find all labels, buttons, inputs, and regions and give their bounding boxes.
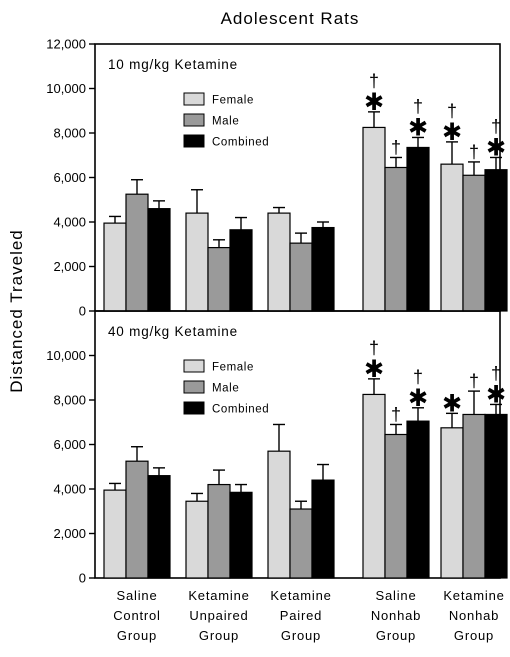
bar — [147, 208, 171, 312]
panel-label: 40 mg/kg Ketamine — [108, 324, 238, 339]
bar — [311, 479, 335, 579]
bar — [207, 483, 231, 579]
significance-dagger: † — [469, 142, 479, 162]
bar — [406, 420, 430, 579]
y-tick-label: 8,000 — [53, 126, 86, 141]
significance-dagger: † — [413, 96, 423, 116]
bar — [229, 491, 253, 579]
legend-label: Combined — [212, 137, 269, 149]
legend-swatch — [183, 401, 205, 415]
panel-label: 10 mg/kg Ketamine — [108, 57, 238, 72]
bar — [185, 500, 209, 579]
legend-label: Combined — [212, 404, 269, 416]
bar — [289, 508, 313, 579]
bar — [289, 242, 313, 312]
significance-asterisk: ✱ — [408, 385, 428, 412]
significance-asterisk: ✱ — [442, 390, 462, 417]
x-category-label: Ketamine — [443, 588, 504, 603]
x-category-label: Control — [113, 608, 161, 623]
x-category-label: Saline — [376, 588, 417, 603]
y-axis-label: Distanced Traveled — [7, 229, 26, 393]
significance-asterisk: ✱ — [408, 114, 428, 141]
significance-asterisk: ✱ — [364, 89, 384, 116]
y-tick-label: 2,000 — [53, 526, 86, 541]
chart-title: Adolescent Rats — [221, 9, 360, 28]
legend-swatch — [183, 359, 205, 373]
significance-dagger: † — [469, 371, 479, 391]
bar — [440, 163, 464, 312]
bar — [462, 413, 486, 579]
bar — [207, 246, 231, 312]
bar — [267, 212, 291, 312]
y-tick-label: 6,000 — [53, 170, 86, 185]
y-tick-label: 0 — [79, 571, 86, 586]
significance-asterisk: ✱ — [442, 119, 462, 146]
bar — [267, 450, 291, 579]
bar — [462, 174, 486, 312]
significance-dagger: † — [491, 363, 501, 383]
x-category-label: Group — [454, 628, 494, 643]
bar — [384, 433, 408, 579]
bar — [147, 475, 171, 579]
x-category-label: Ketamine — [270, 588, 331, 603]
bar — [125, 460, 149, 579]
bar — [103, 489, 127, 579]
legend-label: Male — [212, 383, 239, 395]
significance-asterisk: ✱ — [486, 381, 506, 408]
bar — [440, 427, 464, 579]
x-category-label: Ketamine — [188, 588, 249, 603]
x-category-label: Unpaired — [189, 608, 248, 623]
x-category-label: Group — [376, 628, 416, 643]
legend-swatch — [183, 113, 205, 127]
legend-swatch — [183, 134, 205, 148]
y-tick-label: 4,000 — [53, 482, 86, 497]
x-category-label: Group — [281, 628, 321, 643]
y-tick-label: 12,000 — [46, 37, 86, 52]
significance-asterisk: ✱ — [486, 134, 506, 161]
y-tick-label: 4,000 — [53, 215, 86, 230]
legend-label: Female — [212, 362, 254, 374]
x-category-label: Saline — [117, 588, 158, 603]
significance-dagger: † — [369, 71, 379, 91]
significance-dagger: † — [369, 338, 379, 358]
y-tick-label: 8,000 — [53, 393, 86, 408]
significance-dagger: † — [391, 404, 401, 424]
legend-label: Male — [212, 116, 239, 128]
x-category-label: Nonhab — [371, 608, 421, 623]
bar — [311, 226, 335, 312]
bar — [484, 413, 508, 579]
x-category-label: Paired — [280, 608, 322, 623]
bar — [406, 146, 430, 312]
significance-asterisk: ✱ — [364, 356, 384, 383]
significance-dagger: † — [391, 137, 401, 157]
bar — [362, 393, 386, 579]
bar — [103, 222, 127, 312]
bar — [229, 229, 253, 312]
bar — [185, 212, 209, 312]
significance-dagger: † — [491, 116, 501, 136]
bar — [384, 166, 408, 312]
legend-swatch — [183, 380, 205, 394]
legend-label: Female — [212, 95, 254, 107]
bar — [484, 169, 508, 312]
x-category-label: Group — [117, 628, 157, 643]
bar — [362, 126, 386, 312]
y-tick-label: 0 — [79, 304, 86, 319]
x-category-label: Group — [199, 628, 239, 643]
significance-dagger: † — [447, 101, 457, 121]
significance-dagger: † — [413, 367, 423, 387]
y-tick-label: 10,000 — [46, 348, 86, 363]
bar — [125, 193, 149, 312]
legend-swatch — [183, 92, 205, 106]
y-tick-label: 2,000 — [53, 259, 86, 274]
x-category-label: Nonhab — [449, 608, 499, 623]
y-tick-label: 6,000 — [53, 437, 86, 452]
y-tick-label: 10,000 — [46, 81, 86, 96]
